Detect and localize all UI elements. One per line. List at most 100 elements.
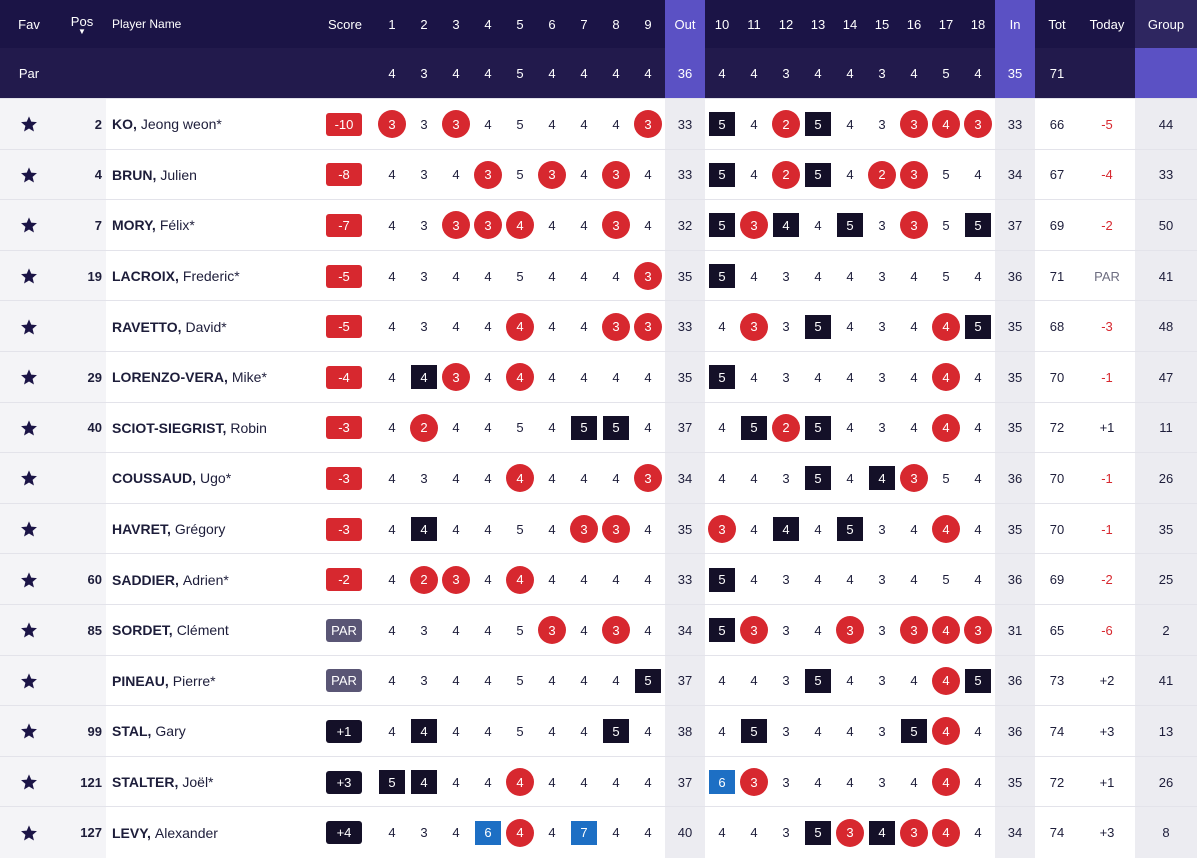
hole-3-header[interactable]: 3 — [452, 16, 460, 32]
hole-5-score: 4 — [504, 554, 536, 605]
score-badge: -2 — [326, 568, 362, 592]
player-row[interactable]: 40 SCIOT-SIEGRIST, Robin -3 4 2 4 4 5 4 5 5 4 4 5 2 5 4 3 4… — [0, 401, 1197, 454]
hole-score-value: 5 — [805, 820, 831, 845]
hole-5-header[interactable]: 5 — [516, 16, 524, 32]
fav-star-button[interactable] — [0, 149, 58, 201]
hole-14-header[interactable]: 14 — [842, 16, 858, 32]
player-name-link[interactable]: KO, Jeong weon* — [106, 99, 320, 150]
hole-2-score: 3 — [408, 656, 440, 707]
score-header[interactable]: Score — [328, 16, 362, 32]
player-name-link[interactable]: COUSSAUD, Ugo* — [106, 453, 320, 504]
player-name-link[interactable]: STAL, Gary — [106, 706, 320, 757]
hole-score-value: 3 — [782, 723, 790, 739]
hole-score-value: 4 — [910, 268, 918, 284]
group-header[interactable]: Group — [1135, 0, 1197, 48]
par-hole-18: 4 — [974, 65, 982, 81]
hole-18-header[interactable]: 18 — [970, 16, 986, 32]
hole-4-score: 4 — [472, 251, 504, 302]
star-icon — [21, 470, 37, 486]
player-name-link[interactable]: PINEAU, Pierre* — [106, 656, 320, 707]
fav-star-button[interactable] — [0, 706, 58, 757]
fav-star-button[interactable] — [0, 554, 58, 605]
pos-header[interactable]: Pos ▼ — [58, 0, 106, 48]
player-row[interactable]: 121 STALTER, Joël* +3 5 4 4 4 4 4 4 4 4 6 3 3 4 4 3 4 4 4 37 35… — [0, 755, 1197, 808]
hole-13-header[interactable]: 13 — [810, 16, 826, 32]
in-header[interactable]: In — [995, 0, 1035, 48]
hole-12-header[interactable]: 12 — [778, 16, 794, 32]
today-header[interactable]: Today — [1089, 16, 1125, 32]
fav-star-button[interactable] — [0, 756, 58, 808]
hole-10-header[interactable]: 10 — [714, 16, 730, 32]
hole-10-score: 5 — [706, 251, 738, 302]
hole-7-header[interactable]: 7 — [580, 16, 588, 32]
fav-star-button[interactable] — [0, 807, 58, 858]
hole-11-header[interactable]: 11 — [747, 16, 761, 32]
tot-header[interactable]: Tot — [1048, 16, 1066, 32]
player-row[interactable]: 4 BRUN, Julien -8 4 3 4 3 5 3 4 3 4 5 4 2 5 4 2 3 5 4 33 34 67 -4… — [0, 148, 1197, 201]
hole-17-header[interactable]: 17 — [938, 16, 954, 32]
hole-score-value: 5 — [709, 264, 735, 289]
hole-score-value: 3 — [378, 110, 406, 139]
fav-star-button[interactable] — [0, 301, 58, 352]
player-row[interactable]: RAVETTO, David* -5 4 3 4 4 4 4 4 3 3 4 3 3 5 4 3 4 4 5 33 35 68… — [0, 300, 1197, 352]
player-name-link[interactable]: RAVETTO, David* — [106, 301, 320, 352]
player-name-link[interactable]: LACROIX, Frederic* — [106, 251, 320, 302]
hole-8-score: 3 — [600, 605, 632, 656]
fav-star-button[interactable] — [0, 250, 58, 302]
hole-8-score: 4 — [600, 554, 632, 605]
player-name-link[interactable]: BRUN, Julien — [106, 150, 320, 201]
player-name-link[interactable]: HAVRET, Grégory — [106, 504, 320, 555]
player-name-link[interactable]: SADDIER, Adrien* — [106, 554, 320, 605]
hole-2-header[interactable]: 2 — [420, 16, 428, 32]
fav-star-button[interactable] — [0, 352, 58, 403]
hole-7-score: 7 — [568, 807, 600, 858]
hole-15-header[interactable]: 15 — [874, 16, 890, 32]
fav-star-button[interactable] — [0, 99, 58, 150]
player-name-link[interactable]: SCIOT-SIEGRIST, Robin — [106, 403, 320, 454]
player-row[interactable]: PINEAU, Pierre* PAR 4 3 4 4 5 4 4 4 5 4 4 3 5 4 3 4 4 5 37 36 7… — [0, 654, 1197, 707]
player-row[interactable]: 29 LORENZO-VERA, Mike* -4 4 4 3 4 4 4 4 4 4 5 4 3 4 4 3 4 4 4… — [0, 351, 1197, 403]
player-name-link[interactable]: STALTER, Joël* — [106, 757, 320, 808]
player-row[interactable]: 85 SORDET, Clément PAR 4 3 4 4 5 3 4 3 4 5 3 3 4 3 3 3 4 3 34 3… — [0, 604, 1197, 656]
player-row[interactable]: 127 LEVY, Alexander +4 4 3 4 6 4 4 7 4 4 4 4 3 5 3 4 3 4 4 40 3… — [0, 806, 1197, 858]
hole-12-score: 2 — [770, 150, 802, 201]
player-name-link[interactable]: LORENZO-VERA, Mike* — [106, 352, 320, 403]
hole-16-header[interactable]: 16 — [906, 16, 922, 32]
fav-star-button[interactable] — [0, 402, 58, 454]
player-name-link[interactable]: SORDET, Clément — [106, 605, 320, 656]
hole-8-header[interactable]: 8 — [612, 16, 620, 32]
hole-score-value: 4 — [388, 673, 396, 689]
player-row[interactable]: HAVRET, Grégory -3 4 4 4 4 5 4 3 3 4 3 4 4 4 5 3 4 4 4 35 35 70… — [0, 502, 1197, 555]
player-row[interactable]: COUSSAUD, Ugo* -3 4 3 4 4 4 4 4 4 3 4 4 3 5 4 4 3 5 4 34 36 70-… — [0, 452, 1197, 504]
hole-9-header[interactable]: 9 — [644, 16, 652, 32]
total-strokes: 71 — [1049, 268, 1065, 284]
player-row[interactable]: 7 MORY, Félix* -7 4 3 3 3 4 4 4 3 4 5 3 4 4 5 3 3 5 5 32 37 69 -2… — [0, 199, 1197, 251]
hole-6-header[interactable]: 6 — [548, 16, 556, 32]
hole-5-score: 4 — [504, 807, 536, 858]
player-row[interactable]: 60 SADDIER, Adrien* -2 4 2 3 4 4 4 4 4 4 5 4 3 4 4 3 4 5 4 33 3… — [0, 553, 1197, 605]
name-header[interactable]: Player Name — [112, 17, 182, 31]
fav-star-button[interactable] — [0, 453, 58, 504]
player-first-name: Frederic* — [182, 268, 240, 285]
hole-score-value: 4 — [411, 719, 437, 744]
hole-score-value: 4 — [506, 211, 534, 240]
fav-header[interactable]: Fav — [18, 16, 40, 32]
out-header[interactable]: Out — [665, 0, 705, 48]
fav-star-button[interactable] — [0, 200, 58, 251]
player-row[interactable]: 19 LACROIX, Frederic* -5 4 3 4 4 5 4 4 4 3 5 4 3 4 4 3 4 5 4 3… — [0, 249, 1197, 302]
out-total: 37 — [665, 756, 705, 808]
hole-7-score: 4 — [568, 99, 600, 150]
fav-star-button[interactable] — [0, 503, 58, 555]
hole-16-score: 3 — [898, 807, 930, 858]
group-number: 41 — [1135, 655, 1197, 707]
hole-4-header[interactable]: 4 — [484, 16, 492, 32]
fav-star-button[interactable] — [0, 655, 58, 707]
player-row[interactable]: 99 STAL, Gary +1 4 4 4 4 5 4 4 5 4 4 5 3 4 4 3 5 4 4 38 36 74 +3 1… — [0, 705, 1197, 757]
hole-1-header[interactable]: 1 — [388, 16, 396, 32]
player-name-link[interactable]: LEVY, Alexander — [106, 807, 320, 858]
hole-score-value: 4 — [548, 470, 556, 486]
hole-score-value: 4 — [484, 774, 492, 790]
player-row[interactable]: 2 KO, Jeong weon* -10 3 3 3 4 5 4 4 4 3 5 4 2 5 4 3 3 4 3 33 33… — [0, 98, 1197, 150]
fav-star-button[interactable] — [0, 605, 58, 656]
player-name-link[interactable]: MORY, Félix* — [106, 200, 320, 251]
